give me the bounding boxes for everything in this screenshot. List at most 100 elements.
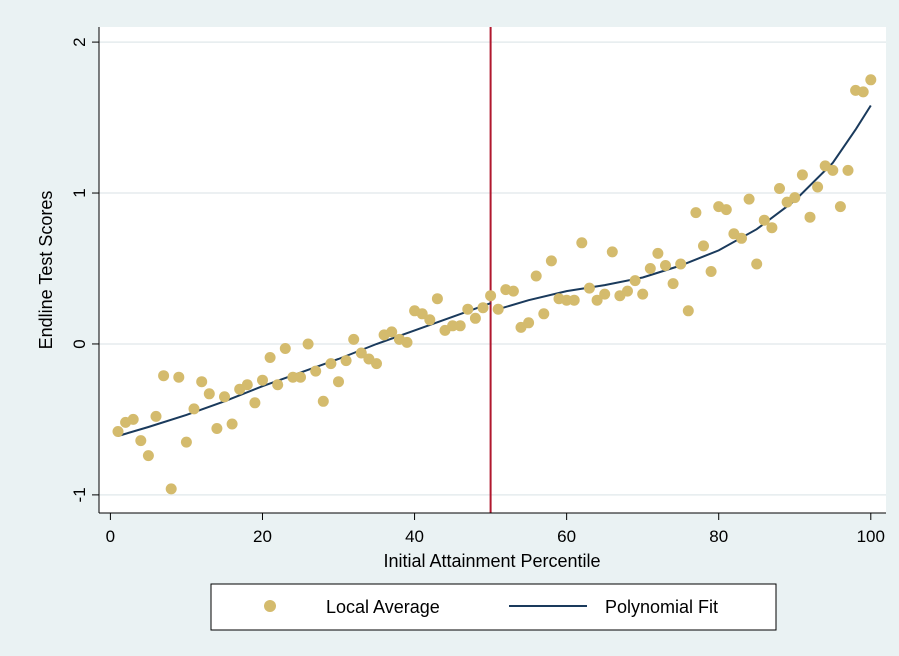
x-tick-label-2: 40 (405, 527, 424, 546)
data-point-23 (287, 371, 299, 383)
data-point-19 (257, 374, 268, 386)
data-point-94 (827, 164, 839, 176)
data-point-57 (545, 255, 557, 267)
data-point-40 (416, 308, 428, 320)
plot-area (99, 27, 886, 513)
data-point-77 (698, 240, 709, 252)
data-point-60 (568, 294, 580, 306)
data-point-12 (203, 388, 215, 400)
data-point-75 (682, 305, 694, 317)
x-tick-label-4: 80 (709, 527, 728, 546)
x-tick-label-5: 100 (857, 527, 885, 546)
data-point-28 (325, 358, 337, 370)
data-point-90 (796, 169, 808, 181)
data-point-38 (401, 336, 413, 348)
data-point-45 (454, 320, 466, 332)
data-point-27 (317, 395, 329, 407)
gridlines (99, 41, 886, 496)
y-tick-label-1: 0 (70, 339, 89, 348)
data-point-20 (264, 352, 276, 363)
y-tick-label-2: 1 (70, 188, 89, 197)
data-point-7 (165, 483, 177, 495)
data-point-46 (462, 303, 474, 315)
data-point-24 (295, 371, 306, 383)
data-point-96 (842, 164, 854, 176)
x-tick-label-1: 20 (253, 527, 272, 546)
data-point-49 (485, 290, 497, 302)
data-point-86 (766, 222, 778, 234)
data-point-34 (371, 358, 382, 370)
data-point-0 (112, 426, 124, 437)
data-point-68 (629, 275, 641, 287)
data-point-42 (431, 293, 443, 305)
data-point-54 (523, 317, 535, 329)
data-point-48 (477, 302, 489, 314)
y-tick-label-3: 2 (70, 37, 89, 46)
y-axis-title: Endline Test Scores (36, 191, 56, 350)
x-tick-label-0: 0 (106, 527, 115, 546)
legend-label-polynomial-fit: Polynomial Fit (605, 597, 718, 617)
x-axis-title: Initial Attainment Percentile (383, 551, 600, 571)
data-point-11 (196, 376, 208, 388)
legend-label-local-average: Local Average (326, 597, 440, 617)
data-point-15 (226, 418, 238, 430)
data-point-21 (272, 379, 284, 391)
data-point-74 (675, 258, 687, 270)
data-point-64 (599, 288, 611, 300)
data-point-80 (720, 204, 732, 216)
data-point-82 (736, 232, 747, 244)
data-point-56 (538, 308, 550, 320)
data-point-95 (834, 201, 846, 213)
legend-box (210, 583, 777, 631)
data-point-31 (348, 333, 360, 345)
data-point-29 (333, 376, 344, 388)
data-point-9 (180, 436, 192, 448)
data-point-72 (660, 260, 671, 271)
data-point-73 (667, 278, 679, 290)
fit-line-segment-1 (497, 104, 872, 311)
data-point-25 (302, 338, 314, 350)
points-layer (112, 74, 877, 495)
data-point-36 (386, 326, 398, 338)
data-point-3 (135, 435, 147, 447)
data-point-55 (530, 270, 542, 282)
data-point-99 (865, 74, 877, 86)
data-point-52 (507, 285, 519, 297)
data-point-91 (804, 211, 816, 223)
legend-marker-local-average (264, 600, 276, 612)
data-point-6 (158, 370, 170, 382)
data-point-70 (644, 263, 656, 274)
data-point-30 (340, 355, 352, 367)
data-point-17 (241, 379, 253, 391)
data-point-59 (561, 294, 573, 306)
data-point-22 (279, 343, 291, 354)
data-point-61 (576, 237, 588, 249)
data-point-89 (789, 192, 801, 204)
data-point-92 (812, 181, 824, 193)
data-point-65 (606, 246, 618, 258)
data-point-44 (447, 320, 459, 332)
data-point-14 (219, 391, 230, 403)
data-point-41 (424, 314, 436, 326)
data-point-26 (310, 365, 322, 377)
data-point-69 (637, 288, 649, 300)
data-point-13 (211, 423, 223, 434)
data-point-83 (743, 193, 755, 205)
data-point-71 (652, 247, 664, 259)
data-point-67 (622, 285, 633, 297)
legend: Local Average Polynomial Fit (210, 583, 777, 631)
data-point-50 (492, 303, 504, 315)
data-point-32 (355, 347, 367, 359)
data-point-85 (758, 214, 770, 226)
data-point-10 (188, 403, 200, 415)
data-point-98 (857, 86, 869, 98)
data-point-84 (751, 258, 763, 270)
data-point-47 (469, 312, 481, 324)
data-point-87 (774, 183, 785, 194)
x-tick-label-3: 60 (557, 527, 576, 546)
data-point-8 (173, 371, 185, 383)
data-point-76 (690, 207, 702, 219)
